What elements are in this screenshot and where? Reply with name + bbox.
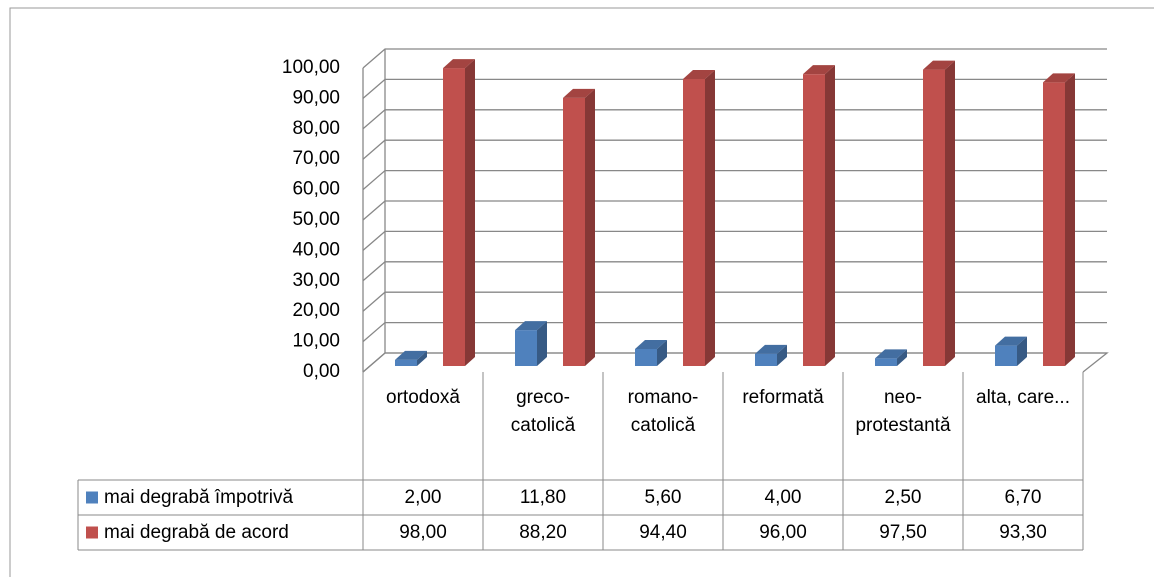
- y-tick-label: 30,00: [292, 270, 340, 291]
- y-tick-label: 80,00: [292, 118, 340, 139]
- bar-top: [923, 60, 955, 70]
- bar-top: [563, 88, 595, 98]
- value-label: 4,00: [764, 486, 802, 508]
- bar-side: [825, 65, 835, 366]
- y-tick-label: 20,00: [292, 300, 340, 321]
- category-label: alta, care...: [976, 387, 1070, 408]
- bar-top: [755, 344, 787, 354]
- y-tick-label: 50,00: [292, 209, 340, 230]
- bar-side: [945, 60, 955, 366]
- legend-label: mai degrabă de acord: [104, 521, 289, 543]
- bar-side: [705, 70, 715, 367]
- category-label: reformată: [742, 387, 824, 408]
- bar: [515, 330, 537, 366]
- legend-label: mai degrabă împotrivă: [104, 486, 294, 508]
- value-label: 88,20: [519, 521, 567, 543]
- category-label: greco-catolică: [510, 387, 576, 436]
- bar: [923, 69, 945, 366]
- bar: [803, 74, 825, 366]
- bar: [683, 79, 705, 367]
- bar: [755, 353, 777, 366]
- value-label: 6,70: [1004, 486, 1042, 508]
- bar-top: [515, 321, 547, 331]
- bar-side: [465, 59, 475, 366]
- bar-side: [1065, 73, 1075, 367]
- legend-swatch: [86, 526, 98, 539]
- bar-side: [777, 344, 787, 366]
- y-tick-label: 60,00: [292, 179, 340, 200]
- value-label: 94,40: [639, 521, 687, 543]
- category-label: neo-protestantă: [855, 387, 951, 436]
- value-label: 2,50: [884, 486, 922, 508]
- bar-side: [417, 350, 427, 366]
- y-tick-label: 0,00: [303, 361, 340, 382]
- category-label: romano-catolică: [627, 387, 699, 436]
- bar: [395, 359, 417, 366]
- legend-swatch: [86, 491, 98, 504]
- bar-side: [1017, 336, 1027, 366]
- bar: [563, 97, 585, 366]
- y-tick-label: 10,00: [292, 331, 340, 352]
- value-label: 5,60: [644, 486, 682, 508]
- value-label: 98,00: [399, 521, 447, 543]
- bar-top: [1043, 73, 1075, 83]
- value-label: 11,80: [519, 486, 567, 508]
- y-tick-label: 100,00: [282, 57, 340, 78]
- frame: [9, 7, 1154, 577]
- value-label: 96,00: [759, 521, 807, 543]
- y-tick-label: 90,00: [292, 87, 340, 108]
- bar: [443, 68, 465, 366]
- bar-top: [875, 349, 907, 359]
- bar-side: [585, 88, 595, 366]
- bar: [635, 348, 657, 366]
- bar: [875, 358, 897, 366]
- bar-top: [395, 350, 427, 360]
- bar-top: [635, 339, 667, 349]
- bar-top: [443, 59, 475, 69]
- value-label: 93,30: [999, 521, 1047, 543]
- category-label: ortodoxă: [386, 387, 460, 408]
- bar: [1043, 82, 1065, 367]
- bar: [995, 345, 1017, 366]
- bar-top: [995, 336, 1027, 346]
- bar-top: [683, 70, 715, 80]
- bar-side: [657, 339, 667, 366]
- bar-side: [897, 349, 907, 366]
- value-label: 97,50: [879, 521, 927, 543]
- y-tick-label: 40,00: [292, 239, 340, 260]
- value-label: 2,00: [404, 486, 442, 508]
- floor: [362, 352, 1109, 373]
- bar-side: [537, 321, 547, 366]
- y-tick-label: 70,00: [292, 148, 340, 169]
- bar-top: [803, 65, 835, 75]
